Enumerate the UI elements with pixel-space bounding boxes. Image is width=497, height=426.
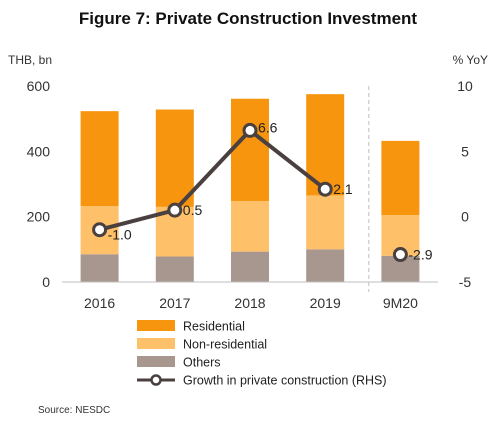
left-tick-label: 600 bbox=[27, 78, 51, 94]
bar-others-2016 bbox=[80, 254, 119, 282]
legend-label: Residential bbox=[183, 320, 245, 334]
x-tick-label: 2016 bbox=[84, 295, 115, 311]
bar-residential-2018 bbox=[231, 98, 269, 201]
left-tick-label: 0 bbox=[42, 274, 50, 290]
right-axis-unit: % YoY bbox=[453, 53, 488, 67]
source-note: Source: NESDC bbox=[38, 405, 110, 416]
bar-non-residential-2018 bbox=[231, 200, 269, 252]
legend-swatch bbox=[137, 320, 175, 331]
growth-line bbox=[99, 128, 327, 232]
left-tick-label: 400 bbox=[27, 143, 51, 159]
stacked-bars bbox=[80, 94, 420, 282]
left-axis-ticks: 0 200 400 600 bbox=[27, 78, 51, 290]
x-tick-label: 2018 bbox=[234, 295, 265, 311]
legend: Residential Non-residential Others Growth i… bbox=[137, 320, 387, 388]
x-axis-ticks: 2016 2017 2018 2019 9M20 bbox=[84, 295, 418, 311]
growth-marker bbox=[167, 202, 183, 218]
bar-residential-2017 bbox=[155, 109, 194, 207]
legend-label: Others bbox=[183, 356, 221, 370]
left-axis-unit: THB, bn bbox=[8, 53, 52, 67]
bar-others-2017 bbox=[155, 256, 194, 282]
right-tick-label: 0 bbox=[461, 209, 469, 225]
chart-title: Figure 7: Private Construction Investmen… bbox=[79, 9, 418, 28]
legend-marker-swatch bbox=[150, 374, 162, 386]
legend-swatch bbox=[137, 338, 175, 349]
growth-data-label: 6.6 bbox=[258, 119, 278, 135]
legend-label: Growth in private construction (RHS) bbox=[183, 374, 387, 388]
bar-residential-2016 bbox=[80, 111, 119, 207]
right-axis-ticks: -5 0 5 10 bbox=[457, 78, 473, 290]
right-tick-label: 10 bbox=[457, 78, 473, 94]
growth-data-label: 2.1 bbox=[333, 181, 353, 197]
legend-swatch bbox=[137, 356, 175, 367]
growth-data-label: -2.9 bbox=[408, 247, 432, 263]
x-tick-label: 2019 bbox=[310, 295, 341, 311]
x-tick-label: 2017 bbox=[159, 295, 190, 311]
x-tick-label: 9M20 bbox=[383, 295, 418, 311]
bar-residential-9m20 bbox=[381, 140, 420, 216]
right-tick-label: 5 bbox=[461, 143, 469, 159]
legend-label: Non-residential bbox=[183, 338, 267, 352]
growth-data-label: -1.0 bbox=[108, 227, 132, 243]
growth-marker bbox=[92, 222, 108, 238]
growth-data-label: 0.5 bbox=[183, 202, 203, 218]
growth-marker bbox=[392, 247, 408, 263]
bar-non-residential-2019 bbox=[306, 195, 345, 250]
left-tick-label: 200 bbox=[27, 209, 51, 225]
growth-line-layer: -1.0 0.5 6.6 2.1 -2.9 bbox=[92, 119, 433, 263]
right-tick-label: -5 bbox=[459, 274, 472, 290]
bar-others-2018 bbox=[231, 251, 269, 282]
growth-marker bbox=[317, 181, 333, 197]
growth-marker bbox=[242, 122, 258, 138]
bar-others-2019 bbox=[306, 249, 345, 282]
